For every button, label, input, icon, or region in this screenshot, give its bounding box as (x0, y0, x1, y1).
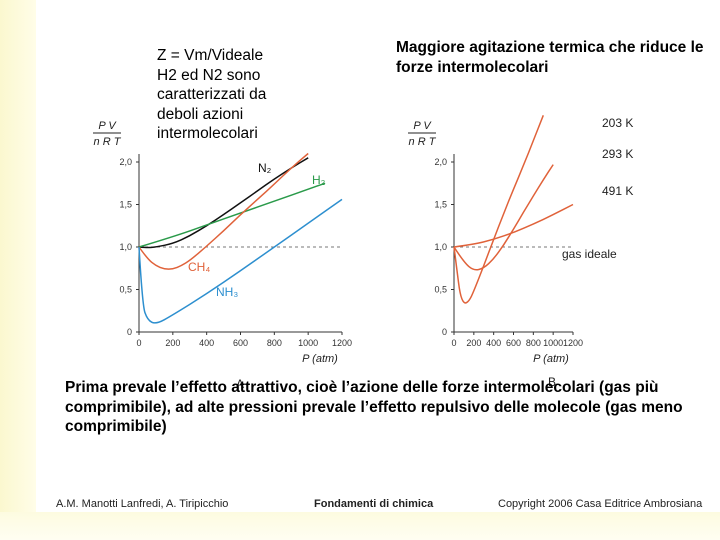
footer-copyright: Copyright 2006 Casa Editrice Ambrosiana (498, 498, 703, 510)
panel-label: B (548, 375, 556, 389)
x-tick-label: 400 (486, 338, 501, 348)
series-line-nh3 (138, 198, 343, 324)
series-label-nh3: NH₃ (216, 285, 238, 299)
left-decorative-band (0, 0, 36, 540)
x-tick-label: 1200 (332, 338, 352, 348)
x-tick-label: 200 (165, 338, 180, 348)
x-tick-label: 600 (506, 338, 521, 348)
y-axis-label-numerator: P V (98, 120, 117, 132)
panel-label: A (236, 377, 244, 391)
y-tick-label: 1,0 (434, 242, 447, 252)
y-tick-label: 0,5 (119, 285, 132, 295)
series-label-491-k: 491 K (602, 184, 633, 198)
footer: A.M. Manotti Lanfredi, A. Tiripicchio Fo… (0, 492, 720, 512)
series-line-293-k (453, 164, 554, 271)
x-tick-label: 1000 (543, 338, 563, 348)
series-label-h2: H₂ (312, 173, 326, 187)
explanation-text: Prima prevale l’effetto attrattivo, cioè… (65, 379, 683, 435)
x-tick-label: 0 (136, 338, 141, 348)
series-line-491-k (453, 203, 574, 248)
x-tick-label: 400 (199, 338, 214, 348)
y-tick-label: 0 (442, 327, 447, 337)
series-line-n2 (138, 157, 309, 249)
y-tick-label: 0 (127, 327, 132, 337)
series-label-293-k: 293 K (602, 147, 633, 161)
x-tick-label: 1000 (298, 338, 318, 348)
series-label-n2: N₂ (258, 161, 272, 175)
y-tick-label: 1,0 (119, 242, 132, 252)
x-axis-label: P (atm) (533, 353, 569, 365)
footer-authors: A.M. Manotti Lanfredi, A. Tiripicchio (56, 498, 229, 510)
x-tick-label: 200 (466, 338, 481, 348)
reference-line-label: gas ideale (562, 247, 617, 261)
note-right: Maggiore agitazione termica che riduce l… (396, 39, 704, 76)
note-left-line: intermolecolari (157, 125, 258, 142)
chart-panel-A: 0 200 400 600 800 1000 1200 0 0,5 1,0 1,5 2,0 P V n R… (93, 120, 352, 391)
y-tick-label: 2,0 (434, 157, 447, 167)
y-axis-label-denominator: n R T (409, 136, 437, 148)
y-tick-label: 1,5 (119, 200, 132, 210)
x-tick-label: 800 (267, 338, 282, 348)
x-tick-label: 0 (451, 338, 456, 348)
series-line-h2 (138, 182, 326, 248)
footer-book-title: Fondamenti di chimica (314, 498, 434, 510)
note-left-line: H2 ed N2 sono (157, 66, 261, 84)
series-line-ch4 (138, 152, 309, 270)
x-tick-label: 600 (233, 338, 248, 348)
x-axis-label: P (atm) (302, 353, 338, 365)
chart-panel-B: 0 200 400 600 800 1000 1200 0 0,5 1,0 1,5 2,0 P V n R… (408, 115, 633, 389)
series-line-203-k (453, 115, 544, 304)
x-tick-label: 1200 (563, 338, 583, 348)
y-tick-label: 0,5 (434, 285, 447, 295)
bottom-decorative-band (0, 512, 720, 540)
series-label-ch4: CH₄ (188, 260, 210, 274)
note-left-line: deboli azioni (157, 105, 244, 123)
y-tick-label: 1,5 (434, 200, 447, 210)
y-tick-label: 2,0 (119, 157, 132, 167)
series-label-203-k: 203 K (602, 116, 633, 130)
note-left-line: caratterizzati da (157, 86, 267, 103)
note-left-line: Z = Vm/Videale (157, 47, 264, 64)
x-tick-label: 800 (526, 338, 541, 348)
y-axis-label-numerator: P V (413, 120, 432, 132)
note-left: Z = Vm/Videale H2 ed N2 sono caratterizz… (157, 46, 332, 144)
y-axis-label-denominator: n R T (94, 136, 122, 148)
